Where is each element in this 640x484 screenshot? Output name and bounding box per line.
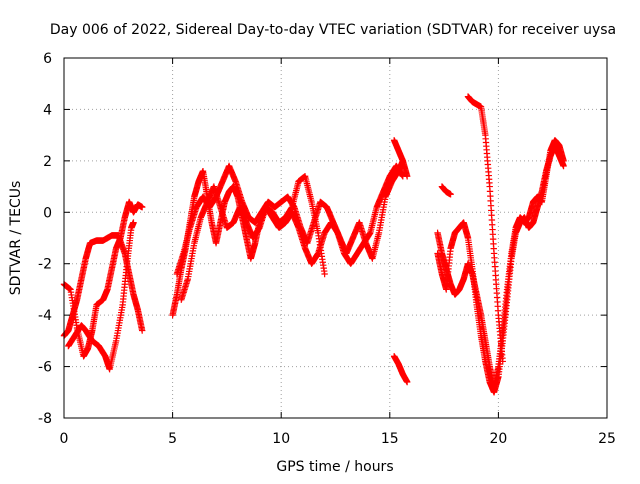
x-tick-label: 0: [60, 431, 69, 447]
series-track-e: [173, 157, 407, 278]
y-tick-label: -6: [38, 360, 52, 376]
data-point: [447, 191, 454, 198]
data-point: [403, 378, 411, 386]
y-tick-label: 6: [43, 51, 52, 67]
y-tick-label: -2: [38, 257, 52, 273]
series-track-c: [65, 219, 137, 373]
x-tick-label: 5: [168, 431, 177, 447]
series-track-f: [178, 173, 328, 303]
x-tick-label: 15: [381, 431, 399, 447]
data-point: [138, 203, 146, 211]
series-track-j: [434, 142, 567, 396]
y-tick-label: 4: [43, 102, 52, 118]
x-tick-label: 10: [272, 431, 290, 447]
series-track-l: [464, 93, 506, 365]
y-axis-label: SDTVAR / TECUs: [8, 181, 24, 296]
data-point: [560, 162, 567, 170]
data-points: [60, 93, 567, 396]
y-tick-label: 2: [43, 154, 52, 170]
data-point: [321, 270, 328, 278]
y-tick-label: -8: [38, 411, 52, 427]
series-track-g: [390, 353, 411, 386]
data-point: [403, 173, 411, 180]
data-point: [499, 358, 506, 365]
axis-ticks: 0 5 10 15 20 25 -8 -6 -4 -2 0 2 4 6: [38, 51, 616, 447]
y-tick-label: -4: [38, 308, 52, 324]
series-track-b: [60, 232, 146, 339]
x-tick-label: 25: [598, 431, 616, 447]
data-point: [138, 327, 146, 334]
series-track-k: [438, 183, 454, 198]
x-axis-label: GPS time / hours: [276, 459, 393, 475]
series-track-h: [390, 137, 411, 180]
plot-frame: [63, 57, 608, 419]
data-point: [130, 219, 137, 226]
y-tick-label: 0: [43, 205, 52, 221]
chart-title: Day 006 of 2022, Sidereal Day-to-day VTE…: [50, 22, 616, 38]
x-tick-label: 20: [489, 431, 507, 447]
grid-lines: [64, 58, 607, 418]
